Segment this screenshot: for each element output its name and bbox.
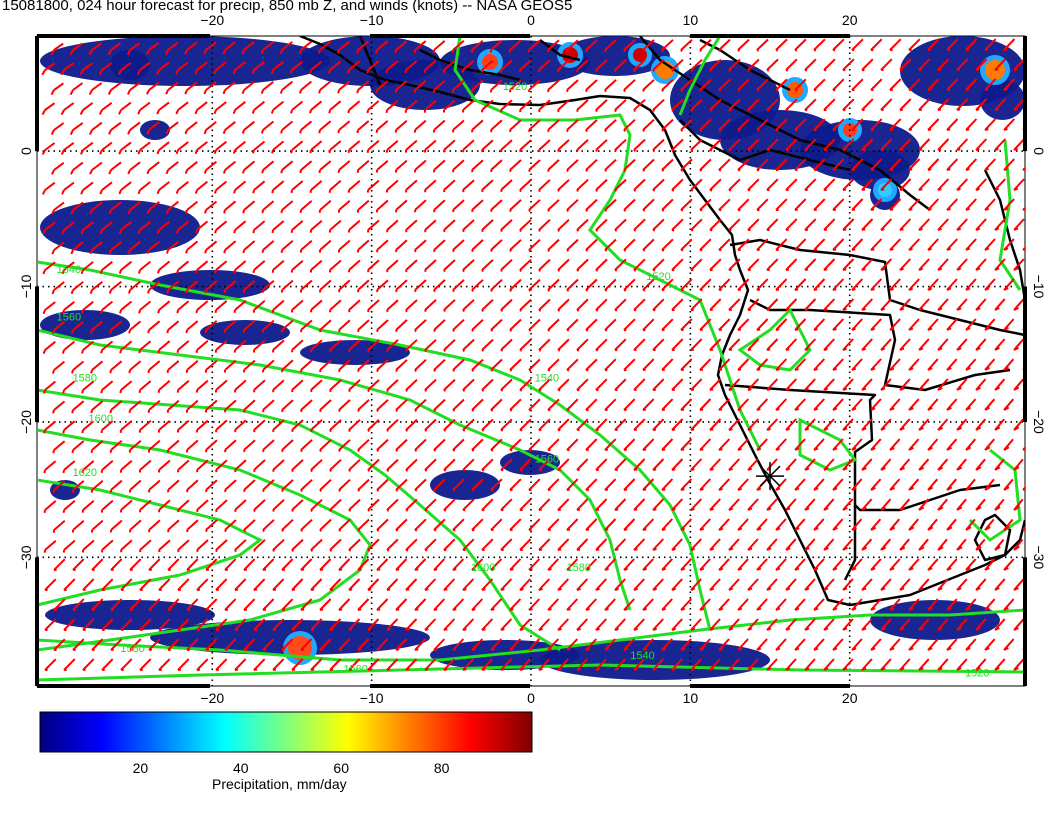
precip-cell <box>110 50 150 80</box>
lon-tick-label-bottom: 0 <box>527 690 535 706</box>
contour-label: 1600 <box>88 413 112 425</box>
precip-cell <box>140 120 170 140</box>
contour-label: 1520 <box>646 271 670 283</box>
contour-label: 1580 <box>73 372 97 384</box>
lon-tick-label-top: −20 <box>200 12 224 28</box>
lat-tick-label-right: −20 <box>1031 410 1047 434</box>
contour-label: 1560 <box>57 311 81 323</box>
precip-cell <box>40 310 130 340</box>
wind-barb-set <box>41 38 1025 671</box>
precip-cell <box>300 340 410 365</box>
wind-barbs <box>41 38 1025 671</box>
contour-label: 1620 <box>73 467 97 479</box>
lon-tick-label-bottom: 10 <box>683 690 699 706</box>
lat-tick-label-left: 0 <box>18 147 34 155</box>
contour-label: 1560 <box>343 663 367 675</box>
contour-label: 1520 <box>965 668 989 680</box>
lat-tick-label-right: −30 <box>1031 545 1047 569</box>
colorbar-tick-label: 80 <box>434 760 450 776</box>
precip-cell <box>150 270 270 300</box>
figure-title: 15081800, 024 hour forecast for precip, … <box>2 0 573 14</box>
lon-tick-label-top: 10 <box>683 12 699 28</box>
colorbar-tick-label: 60 <box>333 760 349 776</box>
contour-labels: 1520 1520 1540 1540 1560 1560 1580 1580 1580 1600… <box>57 81 990 679</box>
lon-tick-label-bottom: −20 <box>200 690 224 706</box>
frame-ticks <box>35 34 1027 688</box>
contour-label: 1600 <box>471 562 495 574</box>
contour-label: 1540 <box>630 650 654 662</box>
contour-label: 1560 <box>535 454 559 466</box>
colorbar-ramp <box>39 711 533 753</box>
axis-tick-labels: −20 −20 −10 −10 0 0 10 10 20 20 0 0 −10 −10 −20 −20 −30 −… <box>18 12 1047 706</box>
lat-tick-label-left: −20 <box>18 410 34 434</box>
precip-cell <box>980 80 1025 120</box>
precip-cell <box>430 470 500 500</box>
lon-tick-label-bottom: −10 <box>360 690 384 706</box>
colorbar-label: Precipitation, mm/day <box>212 776 347 792</box>
contour-label: 1540 <box>535 372 559 384</box>
contour-label: 1580 <box>120 643 144 655</box>
lon-tick-label-top: 0 <box>527 12 535 28</box>
contour-label: 1580 <box>567 562 591 574</box>
lon-tick-label-top: 20 <box>842 12 858 28</box>
precipitation-field <box>40 36 1025 680</box>
asterisk-stroke <box>759 465 781 487</box>
precip-cell <box>40 200 200 255</box>
colorbar-tick-label: 40 <box>233 760 249 776</box>
contour-label: 1540 <box>57 264 81 276</box>
lat-tick-label-left: −10 <box>18 274 34 298</box>
precip-cell <box>45 600 215 630</box>
lon-tick-label-top: −10 <box>360 12 384 28</box>
lat-tick-label-right: −10 <box>1031 275 1047 299</box>
precip-cell <box>440 40 590 85</box>
precip-cell <box>40 36 330 86</box>
precip-colorbar: 20 40 60 80 <box>39 711 533 776</box>
precip-cell <box>500 450 560 475</box>
lat-tick-label-left: −30 <box>18 545 34 569</box>
lat-tick-label-right: 0 <box>1031 147 1047 155</box>
precip-core <box>288 636 312 660</box>
colorbar-tick-label: 20 <box>133 760 149 776</box>
contour-label: 1520 <box>503 81 527 93</box>
lon-tick-label-bottom: 20 <box>842 690 858 706</box>
precip-core <box>878 183 892 197</box>
asterisk-marker <box>756 462 785 491</box>
height-contours <box>37 36 1025 682</box>
